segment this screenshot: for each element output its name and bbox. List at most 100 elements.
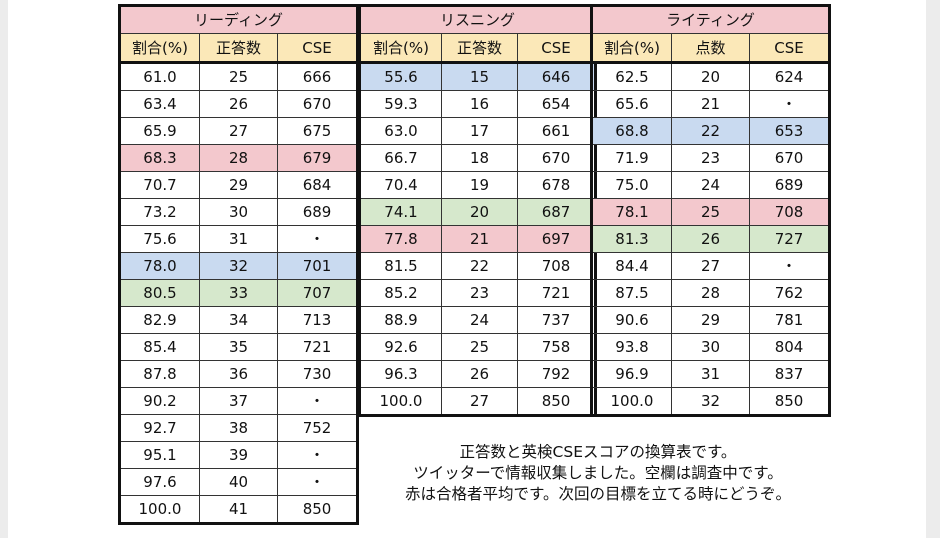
writing-ratio-cell: 96.9	[591, 360, 672, 388]
reading-row: 82.9 34 713	[119, 306, 359, 334]
reading-ratio-cell: 87.8	[119, 360, 200, 388]
reading-count-cell: 29	[199, 171, 278, 199]
listening-ratio-cell: 85.2	[359, 279, 442, 307]
reading-ratio-cell: 65.9	[119, 117, 200, 145]
reading-ratio-cell: 85.4	[119, 333, 200, 361]
writing-count-cell: 28	[671, 279, 750, 307]
writing-col-ratio: 割合(%)	[591, 33, 672, 64]
writing-cse-cell: 653	[748, 117, 831, 145]
reading-row: 90.2 37 ・	[119, 387, 359, 415]
listening-cse-cell: 687	[516, 198, 597, 226]
listening-cse-cell: 850	[516, 387, 597, 416]
reading-count-cell: 26	[199, 90, 278, 118]
listening-count-cell: 19	[441, 171, 518, 199]
listening-col-cse: CSE	[516, 33, 597, 64]
reading-cse-cell: 684	[276, 171, 359, 199]
writing-col-cse: CSE	[748, 33, 831, 64]
reading-cse-cell: 679	[276, 144, 359, 172]
listening-count-cell: 27	[441, 387, 518, 416]
reading-row: 65.9 27 675	[119, 117, 359, 145]
listening-ratio-cell: 70.4	[359, 171, 442, 199]
reading-count-cell: 40	[199, 468, 278, 496]
reading-row: 63.4 26 670	[119, 90, 359, 118]
reading-table: リーディング 割合(%) 正答数 CSE 61.0 25 666 63.4 26 670 6…	[118, 4, 360, 525]
listening-cse-cell: 661	[516, 117, 597, 145]
writing-count-cell: 26	[671, 225, 750, 253]
reading-cse-cell: 689	[276, 198, 359, 226]
reading-row: 75.6 31 ・	[119, 225, 359, 253]
writing-row: 96.9 31 837	[591, 360, 831, 388]
footnote-line-3: 赤は合格者平均です。次回の目標を立てる時にどうぞ。	[405, 485, 791, 503]
listening-row: 88.9 24 737	[359, 306, 597, 334]
listening-count-cell: 22	[441, 252, 518, 280]
writing-count-cell: 25	[671, 198, 750, 226]
writing-count-cell: 20	[671, 62, 750, 91]
listening-row: 74.1 20 687	[359, 198, 597, 226]
reading-row: 85.4 35 721	[119, 333, 359, 361]
reading-count-cell: 37	[199, 387, 278, 415]
listening-row: 59.3 16 654	[359, 90, 597, 118]
listening-cse-cell: 654	[516, 90, 597, 118]
writing-count-cell: 30	[671, 333, 750, 361]
reading-ratio-cell: 68.3	[119, 144, 200, 172]
listening-ratio-cell: 59.3	[359, 90, 442, 118]
writing-row: 81.3 26 727	[591, 225, 831, 253]
writing-row: 84.4 27 ・	[591, 252, 831, 280]
reading-title: リーディング	[118, 5, 359, 34]
reading-ratio-cell: 73.2	[119, 198, 200, 226]
reading-row: 97.6 40 ・	[119, 468, 359, 496]
listening-table: リスニング 割合(%) 正答数 CSE 55.6 15 646 59.3 16 654 63…	[358, 4, 598, 417]
writing-ratio-cell: 87.5	[591, 279, 672, 307]
listening-row: 81.5 22 708	[359, 252, 597, 280]
listening-row: 63.0 17 661	[359, 117, 597, 145]
listening-cse-cell: 758	[516, 333, 597, 361]
writing-ratio-cell: 65.6	[591, 90, 672, 118]
writing-count-cell: 27	[671, 252, 750, 280]
reading-cse-cell: ・	[276, 387, 359, 415]
listening-cse-cell: 708	[516, 252, 597, 280]
listening-cse-cell: 678	[516, 171, 597, 199]
listening-count-cell: 21	[441, 225, 518, 253]
writing-table: ライティング 割合(%) 点数 CSE 62.5 20 624 65.6 21 ・ 68.8…	[590, 4, 832, 417]
reading-count-cell: 35	[199, 333, 278, 361]
reading-col-cse: CSE	[276, 33, 359, 64]
listening-row: 92.6 25 758	[359, 333, 597, 361]
reading-count-cell: 34	[199, 306, 278, 334]
writing-count-cell: 29	[671, 306, 750, 334]
listening-count-cell: 23	[441, 279, 518, 307]
listening-count-cell: 20	[441, 198, 518, 226]
listening-cse-cell: 792	[516, 360, 597, 388]
listening-cse-cell: 721	[516, 279, 597, 307]
listening-ratio-cell: 96.3	[359, 360, 442, 388]
listening-row: 85.2 23 721	[359, 279, 597, 307]
reading-ratio-cell: 90.2	[119, 387, 200, 415]
writing-row: 78.1 25 708	[591, 198, 831, 226]
writing-ratio-cell: 71.9	[591, 144, 672, 172]
writing-ratio-cell: 81.3	[591, 225, 672, 253]
listening-title: リスニング	[358, 5, 597, 34]
reading-row: 70.7 29 684	[119, 171, 359, 199]
writing-ratio-cell: 90.6	[591, 306, 672, 334]
listening-ratio-cell: 74.1	[359, 198, 442, 226]
reading-count-cell: 33	[199, 279, 278, 307]
writing-ratio-cell: 84.4	[591, 252, 672, 280]
reading-cse-cell: ・	[276, 468, 359, 496]
reading-ratio-cell: 75.6	[119, 225, 200, 253]
writing-body: 62.5 20 624 65.6 21 ・ 68.8 22 653 71.9 23 670 75.0 24…	[591, 62, 831, 416]
writing-ratio-cell: 93.8	[591, 333, 672, 361]
reading-row: 61.0 25 666	[119, 62, 359, 91]
reading-cse-cell: 701	[276, 252, 359, 280]
listening-cse-cell: 646	[516, 62, 597, 91]
writing-row: 65.6 21 ・	[591, 90, 831, 118]
reading-count-cell: 38	[199, 414, 278, 442]
listening-cse-cell: 697	[516, 225, 597, 253]
reading-ratio-cell: 82.9	[119, 306, 200, 334]
footnote-line-2: ツイッターで情報収集しました。空欄は調査中です。	[413, 464, 783, 482]
reading-cse-cell: 721	[276, 333, 359, 361]
reading-row: 80.5 33 707	[119, 279, 359, 307]
writing-count-cell: 32	[671, 387, 750, 416]
reading-row: 87.8 36 730	[119, 360, 359, 388]
reading-count-cell: 27	[199, 117, 278, 145]
reading-cse-cell: 752	[276, 414, 359, 442]
reading-row: 100.0 41 850	[119, 495, 359, 524]
